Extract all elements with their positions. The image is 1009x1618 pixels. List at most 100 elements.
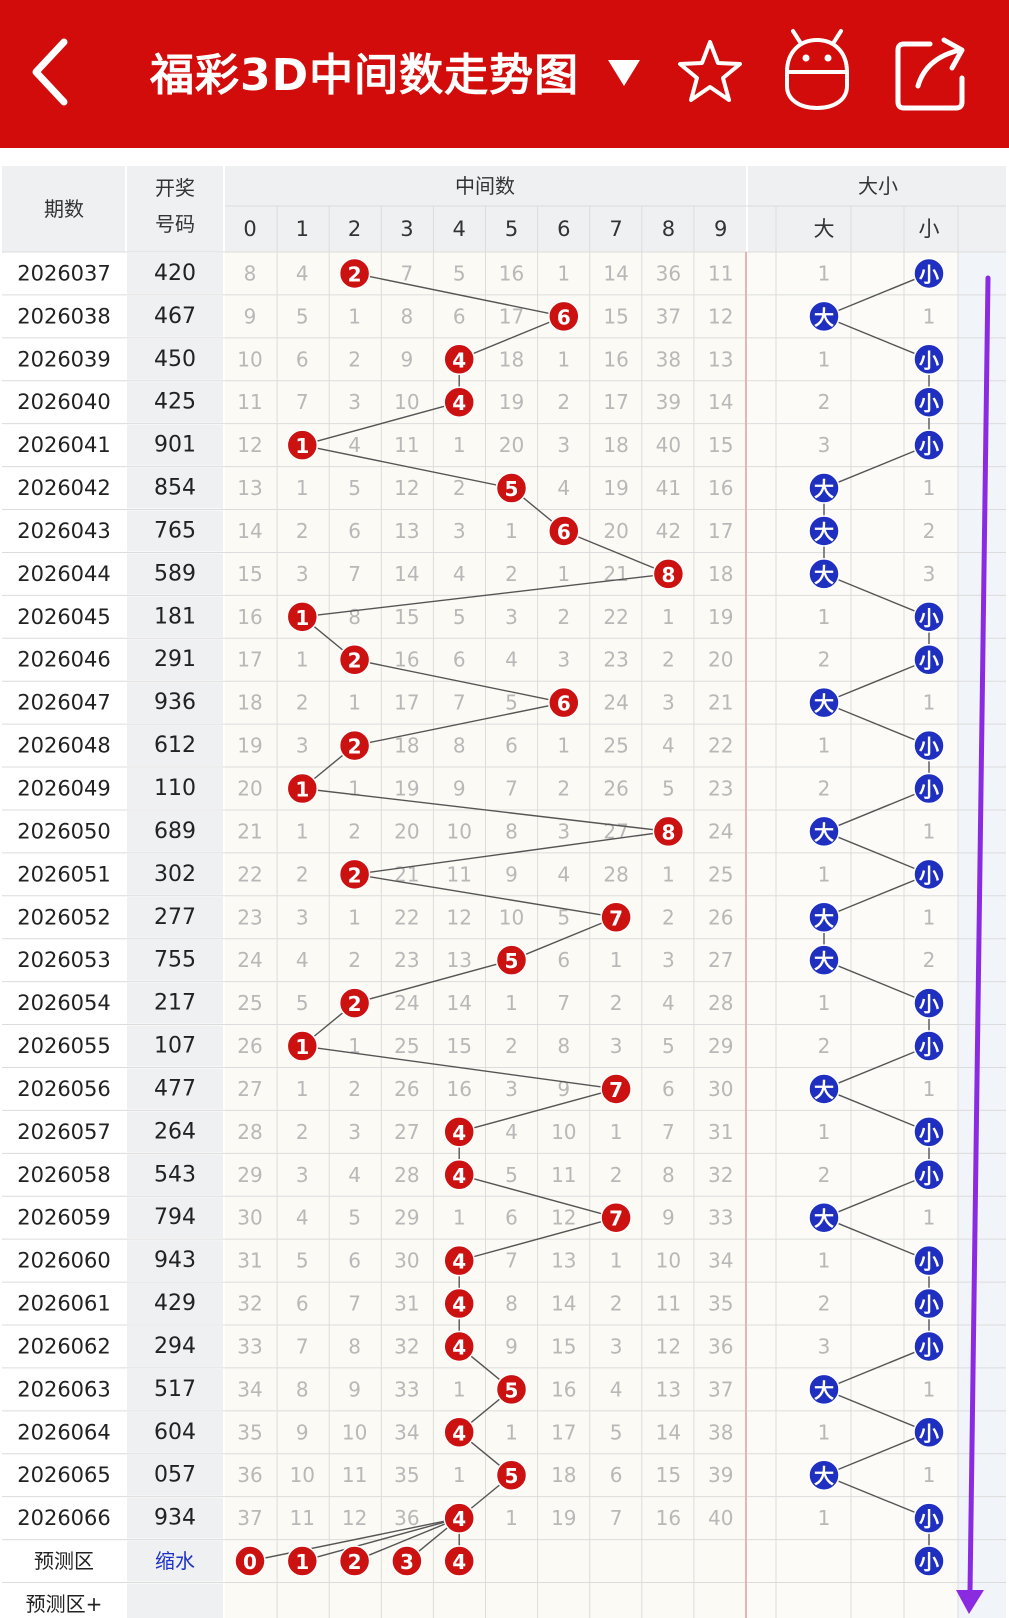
digit-col-header: 5 [505,217,518,241]
size-miss-count: 1 [923,1077,936,1101]
period-cell: 2026044 [17,562,111,586]
size-miss-count: 2 [818,777,831,801]
miss-count: 1 [662,605,675,629]
cell-bg [127,1454,223,1496]
miss-count: 13 [551,1249,576,1273]
miss-count: 6 [348,519,361,543]
star-icon[interactable] [676,38,744,106]
miss-count: 4 [453,562,466,586]
middle-trend-line [354,272,564,318]
miss-count: 7 [557,991,570,1015]
miss-count: 2 [557,605,570,629]
middle-digit-ball-circle [652,815,685,848]
size-ball-circle [808,472,840,504]
cell-bg [127,682,223,724]
middle-trend-line [459,1088,617,1133]
cell-bg [2,896,125,938]
prediction-line [354,1517,460,1562]
middle-digit-ball-circle [600,1201,632,1234]
miss-count: 33 [237,1334,262,1358]
size-ball: 小 [913,1287,945,1320]
miss-count: 1 [453,433,466,457]
period-cell: 2026064 [17,1420,111,1444]
miss-count: 24 [708,819,733,843]
robot-icon[interactable] [782,28,852,112]
middle-digit-ball: 6 [548,515,580,547]
middle-digit-ball: 5 [495,472,528,504]
share-icon[interactable] [894,36,970,112]
middle-digit-ball: 4 [443,1287,475,1320]
middle-digit-ball: 2 [338,257,371,290]
prediction-line [249,1517,460,1562]
miss-count: 10 [499,905,524,929]
table-header: 期数开奖号码中间数0 1 2 3 4 5 6 7 8 9大小大小 [44,174,940,241]
period-cell: 2026053 [17,948,111,972]
miss-count: 19 [551,1506,576,1530]
size-trend-line [823,659,930,704]
draw-cell: 057 [154,1463,196,1488]
miss-count: 8 [401,304,414,328]
miss-count: 3 [662,691,675,715]
miss-count: 36 [237,1463,262,1487]
draw-cell: 934 [154,1506,196,1531]
miss-count: 7 [401,261,414,285]
size-ball-label: 大 [814,820,834,844]
miss-count: 36 [656,261,681,285]
cell-bg [2,810,125,852]
size-miss-count: 2 [923,519,936,543]
middle-trend-line [354,659,564,704]
miss-count: 2 [505,562,518,586]
cell-bg [127,295,223,337]
middle-digit-ball-label: 8 [661,820,675,844]
digit-col-header: 9 [714,217,727,241]
miss-count: 28 [394,1163,419,1187]
period-cell: 2026050 [17,819,111,843]
period-cell: 2026060 [17,1249,111,1273]
miss-count: 35 [708,1292,733,1316]
caret-down-icon[interactable] [608,60,640,86]
miss-count: 14 [656,1420,681,1444]
miss-count: 4 [296,1206,309,1230]
miss-count: 16 [656,1506,681,1530]
size-miss-count: 1 [923,476,936,500]
miss-count: 31 [394,1292,419,1316]
digit-col-header: 3 [400,217,413,241]
miss-count: 5 [296,991,309,1015]
middle-digit-ball: 4 [443,1416,475,1449]
miss-count: 20 [603,519,628,543]
miss-count: 8 [505,819,518,843]
middle-trend-line [354,701,564,747]
cell-bg [2,768,125,809]
miss-count: 18 [499,347,524,371]
miss-count: 2 [610,1163,623,1187]
draw-cell: 181 [154,604,196,629]
prediction-digit-ball-circle [338,1545,371,1577]
page-title[interactable]: 福彩3D中间数走势图 [150,50,580,101]
trend-lines [249,272,930,1562]
period-cell: 2026059 [17,1206,111,1230]
middle-trend-line [302,444,512,489]
miss-count: 6 [453,648,466,672]
cell-bg [2,1154,125,1196]
miss-count: 10 [290,1463,315,1487]
miss-count: 38 [656,347,681,371]
size-trend-line [823,315,930,360]
miss-count: 22 [237,862,262,886]
size-ball-circle [913,858,945,891]
miss-count: 3 [557,648,570,672]
shrink-link[interactable]: 缩水 [155,1549,195,1573]
miss-count: 7 [296,1334,309,1358]
cell-bg [127,1368,223,1410]
miss-count: 29 [708,1034,733,1058]
size-ball-circle [913,1330,945,1363]
middle-digit-ball: 5 [495,1459,528,1491]
miss-count: 9 [348,1377,361,1401]
middle-digit-ball-circle [286,1030,319,1062]
chevron-left-icon[interactable] [28,38,76,106]
middle-digit-ball: 2 [338,643,371,676]
miss-count: 25 [394,1034,419,1058]
miss-count: 3 [505,605,518,629]
miss-count: 37 [237,1506,262,1530]
miss-count: 15 [708,433,733,457]
prediction-digit-ball: 3 [391,1545,423,1577]
